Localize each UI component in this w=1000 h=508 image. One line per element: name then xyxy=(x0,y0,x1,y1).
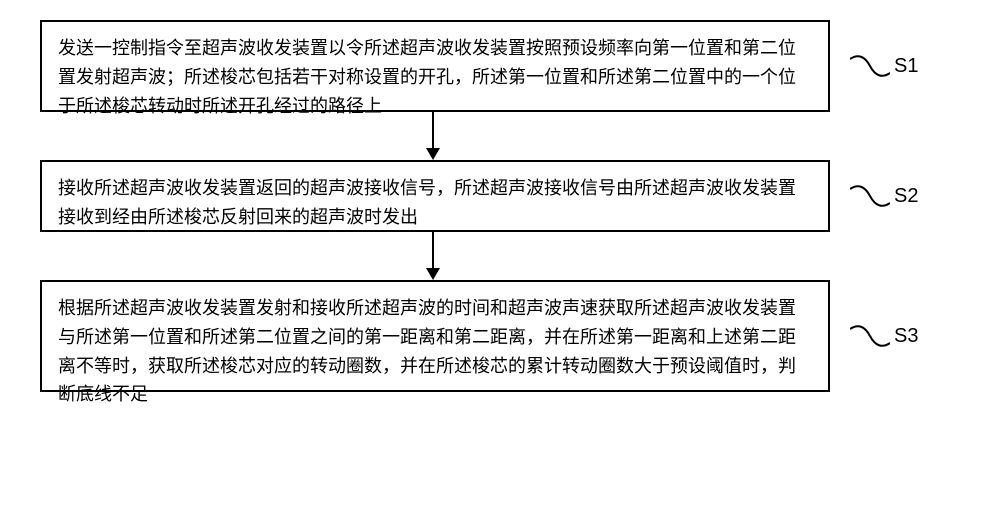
arrow-s2-s3 xyxy=(432,232,434,280)
arrow-line xyxy=(432,232,434,272)
step-label-s2: S2 xyxy=(894,185,918,208)
step-label-s3: S3 xyxy=(894,325,918,348)
curve-icon xyxy=(850,51,890,81)
arrow-head-icon xyxy=(426,148,440,160)
curve-icon xyxy=(850,321,890,351)
step-text-s3: 根据所述超声波收发装置发射和接收所述超声波的时间和超声波声速获取所述超声波收发装… xyxy=(58,298,796,404)
step-box-s2: 接收所述超声波收发装置返回的超声波接收信号，所述超声波接收信号由所述超声波收发装… xyxy=(40,160,830,232)
flowchart-container: 发送一控制指令至超声波收发装置以令所述超声波收发装置按照预设频率向第一位置和第二… xyxy=(0,0,1000,412)
step-label-s1: S1 xyxy=(894,55,918,78)
step-row-s1: 发送一控制指令至超声波收发装置以令所述超声波收发装置按照预设频率向第一位置和第二… xyxy=(40,20,960,112)
step-box-s1: 发送一控制指令至超声波收发装置以令所述超声波收发装置按照预设频率向第一位置和第二… xyxy=(40,20,830,112)
connector-s2: S2 xyxy=(850,181,918,211)
connector-s3: S3 xyxy=(850,321,918,351)
step-row-s2: 接收所述超声波收发装置返回的超声波接收信号，所述超声波接收信号由所述超声波收发装… xyxy=(40,160,960,232)
step-box-s3: 根据所述超声波收发装置发射和接收所述超声波的时间和超声波声速获取所述超声波收发装… xyxy=(40,280,830,392)
arrow-s1-s2 xyxy=(432,112,434,160)
arrow-line xyxy=(432,112,434,152)
step-row-s3: 根据所述超声波收发装置发射和接收所述超声波的时间和超声波声速获取所述超声波收发装… xyxy=(40,280,960,392)
step-text-s2: 接收所述超声波收发装置返回的超声波接收信号，所述超声波接收信号由所述超声波收发装… xyxy=(58,178,796,227)
step-text-s1: 发送一控制指令至超声波收发装置以令所述超声波收发装置按照预设频率向第一位置和第二… xyxy=(58,38,796,116)
connector-s1: S1 xyxy=(850,51,918,81)
curve-icon xyxy=(850,181,890,211)
arrow-head-icon xyxy=(426,268,440,280)
